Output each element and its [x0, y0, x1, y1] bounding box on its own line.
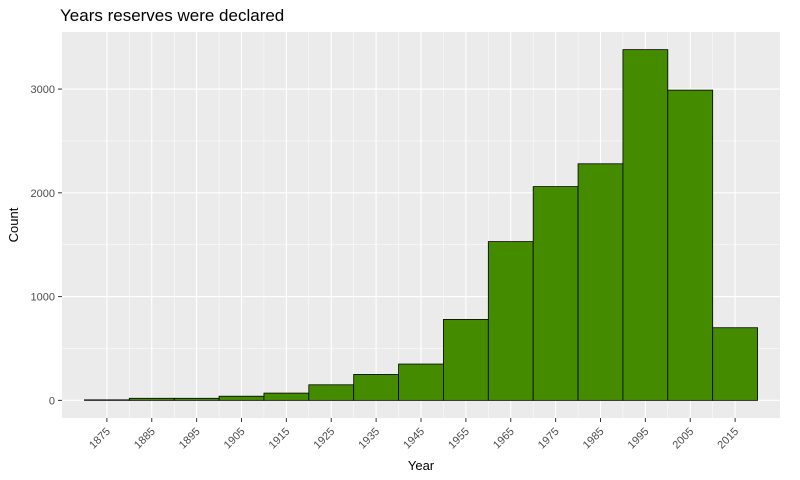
histogram-bar: [712, 327, 758, 401]
histogram-bar: [532, 186, 579, 401]
x-tick-label: 1905: [222, 426, 248, 452]
histogram-bar: [622, 49, 669, 401]
x-tick-label: 1965: [491, 426, 517, 452]
x-tick-label: 1925: [312, 426, 338, 452]
histogram-bar: [218, 395, 265, 401]
histogram-bar: [667, 89, 714, 401]
y-axis-title: Count: [6, 207, 21, 242]
histogram-bar: [263, 392, 310, 401]
x-tick-label: 1985: [581, 426, 607, 452]
x-tick-label: 2015: [715, 426, 741, 452]
histogram-bar: [398, 363, 444, 401]
x-tick-label: 1995: [626, 426, 652, 452]
histogram-bar: [308, 384, 355, 401]
x-tick-label: 1875: [87, 426, 113, 452]
histogram-bar: [577, 163, 624, 401]
histogram-bar: [173, 397, 220, 401]
x-tick-label: 1955: [446, 426, 472, 452]
y-axis: 0 1000 2000 3000: [31, 84, 62, 407]
histogram-bar: [487, 241, 534, 401]
histogram-bar: [128, 397, 175, 401]
x-axis: 1875 1885 1895 1905 1915 1925 1935 1945 1955 1965…: [87, 418, 741, 451]
histogram-bar: [353, 374, 399, 401]
x-tick-label: 1935: [356, 426, 382, 452]
x-tick-label: 1915: [267, 426, 293, 452]
x-tick-label: 1945: [401, 426, 427, 452]
y-tick-label: 2000: [31, 188, 55, 200]
x-axis-title: Year: [408, 458, 435, 473]
x-tick-label: 1895: [177, 426, 203, 452]
x-tick-label: 1885: [132, 426, 158, 452]
chart-title: Years reserves were declared: [60, 6, 285, 25]
bars: [84, 49, 758, 401]
y-tick-label: 0: [49, 395, 55, 407]
x-tick-label: 2005: [671, 426, 697, 452]
histogram-bar: [443, 319, 489, 401]
y-tick-label: 1000: [31, 292, 55, 304]
histogram-bar: [84, 399, 130, 401]
x-tick-label: 1975: [536, 426, 562, 452]
y-tick-label: 3000: [31, 84, 55, 96]
